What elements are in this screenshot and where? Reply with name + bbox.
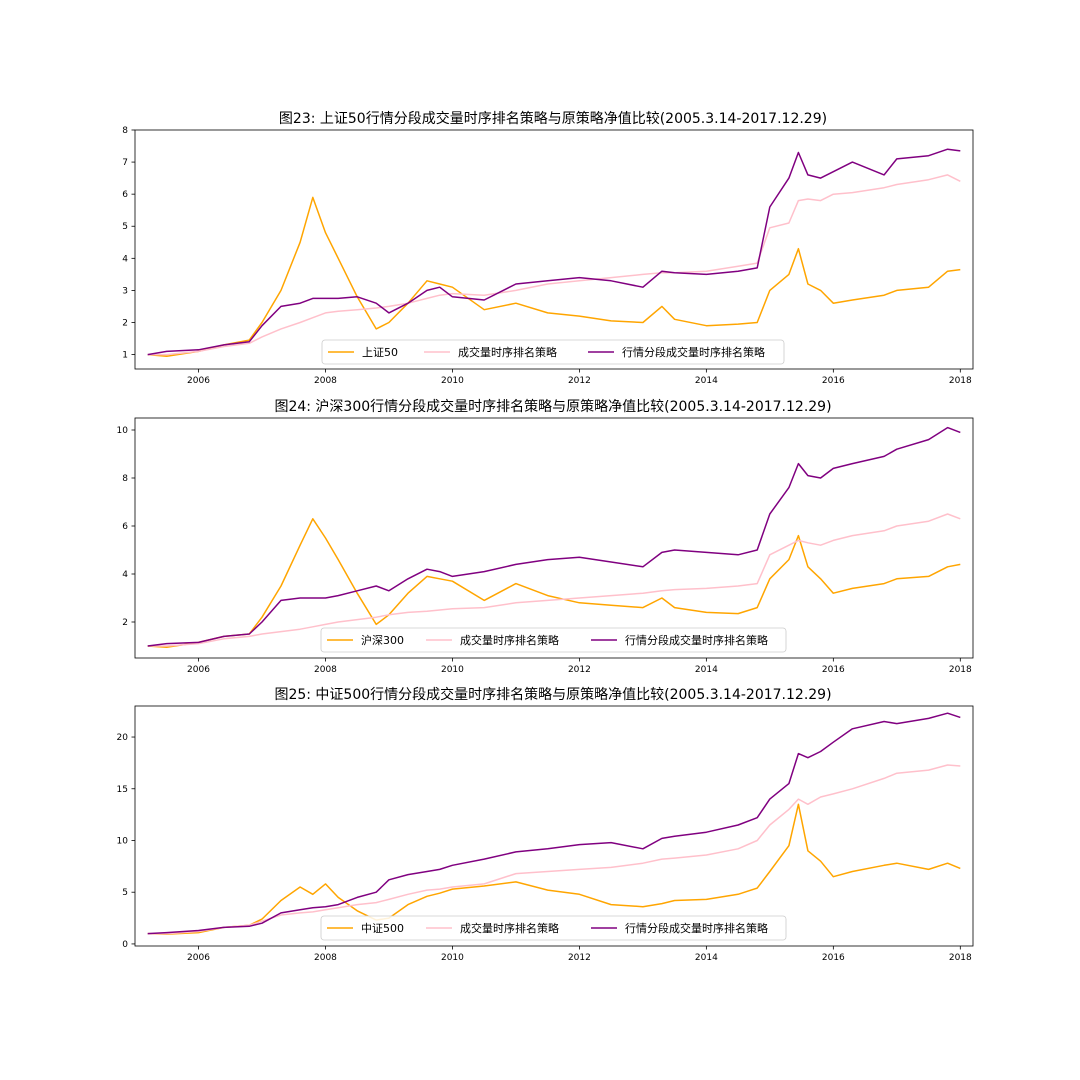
x-tick-label: 2016 <box>822 953 845 963</box>
legend-label: 成交量时序排名策略 <box>458 345 557 359</box>
series-lines <box>147 426 961 648</box>
series-line-0 <box>147 803 961 935</box>
x-tick-label: 2018 <box>949 665 972 675</box>
legend-label: 行情分段成交量时序排名策略 <box>625 921 768 935</box>
y-tick-label: 6 <box>122 190 128 200</box>
series-lines <box>147 148 961 357</box>
x-tick-label: 2014 <box>695 665 718 675</box>
y-tick-label: 5 <box>122 888 128 898</box>
chart-csi500: 图25: 中证500行情分段成交量时序排名策略与原策略净值比较(2005.3.1… <box>117 686 974 963</box>
plot-frame <box>134 705 974 947</box>
x-tick-label: 2016 <box>822 665 845 675</box>
x-tick-label: 2014 <box>695 953 718 963</box>
y-tick-label: 5 <box>122 222 128 232</box>
y-tick-label: 6 <box>122 522 128 532</box>
x-tick-label: 2006 <box>187 665 210 675</box>
plot-frame <box>134 129 974 370</box>
x-tick-label: 2010 <box>441 376 464 386</box>
series-lines <box>147 712 961 935</box>
y-tick-label: 1 <box>122 351 128 361</box>
legend: 沪深300 成交量时序排名策略 行情分段成交量时序排名策略 <box>320 627 787 653</box>
series-line-0 <box>147 518 961 648</box>
x-tick-label: 2008 <box>314 376 337 386</box>
y-tick-label: 3 <box>122 286 128 296</box>
chart-title: 图24: 沪深300行情分段成交量时序排名策略与原策略净值比较(2005.3.1… <box>274 398 831 415</box>
legend: 上证50 成交量时序排名策略 行情分段成交量时序排名策略 <box>321 339 785 365</box>
x-tick-label: 2012 <box>568 953 591 963</box>
axis-ticks: 2006 2008 2010 2012 2014 2016 2018 0 5 10 15 20 <box>117 733 972 963</box>
x-tick-label: 2014 <box>695 376 718 386</box>
x-tick-label: 2006 <box>187 376 210 386</box>
y-tick-label: 0 <box>122 940 128 950</box>
series-line-2 <box>147 426 961 647</box>
x-tick-label: 2010 <box>441 665 464 675</box>
legend-label: 成交量时序排名策略 <box>460 633 559 647</box>
series-line-1 <box>147 513 961 647</box>
y-tick-label: 4 <box>122 570 128 580</box>
y-tick-label: 7 <box>122 158 128 168</box>
legend-label: 沪深300 <box>361 633 404 647</box>
y-tick-label: 10 <box>117 836 129 846</box>
x-tick-label: 2008 <box>314 665 337 675</box>
x-tick-label: 2012 <box>568 665 591 675</box>
legend: 中证500 成交量时序排名策略 行情分段成交量时序排名策略 <box>320 915 787 941</box>
legend-label: 中证500 <box>361 922 404 935</box>
chart-title: 图25: 中证500行情分段成交量时序排名策略与原策略净值比较(2005.3.1… <box>274 686 831 703</box>
x-tick-label: 2006 <box>187 953 210 963</box>
x-tick-label: 2012 <box>568 376 591 386</box>
axis-ticks: 2006 2008 2010 2012 2014 2016 2018 2 4 6 8 10 <box>117 426 972 675</box>
chart-sse50: 图23: 上证50行情分段成交量时序排名策略与原策略净值比较(2005.3.14… <box>122 110 974 386</box>
y-tick-label: 20 <box>117 733 129 743</box>
y-tick-label: 15 <box>117 785 128 795</box>
legend-box <box>320 915 787 941</box>
x-tick-label: 2010 <box>441 953 464 963</box>
legend-box <box>321 339 785 365</box>
legend-label: 成交量时序排名策略 <box>460 921 559 935</box>
y-tick-label: 8 <box>122 474 128 484</box>
y-tick-label: 10 <box>117 426 129 436</box>
chart-csi300: 图24: 沪深300行情分段成交量时序排名策略与原策略净值比较(2005.3.1… <box>117 398 974 675</box>
series-line-0 <box>147 196 961 357</box>
legend-box <box>320 627 787 653</box>
x-tick-label: 2008 <box>314 953 337 963</box>
series-line-2 <box>147 712 961 935</box>
x-tick-label: 2016 <box>822 376 845 386</box>
y-tick-label: 2 <box>122 318 128 328</box>
series-line-1 <box>147 764 961 935</box>
y-tick-label: 2 <box>122 618 128 628</box>
series-line-1 <box>147 174 961 356</box>
chart-title: 图23: 上证50行情分段成交量时序排名策略与原策略净值比较(2005.3.14… <box>279 110 827 127</box>
legend-label: 上证50 <box>362 346 398 359</box>
series-line-2 <box>147 148 961 356</box>
x-tick-label: 2018 <box>949 953 972 963</box>
legend-label: 行情分段成交量时序排名策略 <box>622 345 765 359</box>
plot-frame <box>134 417 974 659</box>
legend-label: 行情分段成交量时序排名策略 <box>625 633 768 647</box>
y-tick-label: 8 <box>122 126 128 136</box>
axis-ticks: 2006 2008 2010 2012 2014 2016 2018 1 2 3 4 5 6 7 8 <box>122 126 972 386</box>
x-tick-label: 2018 <box>949 376 972 386</box>
y-tick-label: 4 <box>122 254 128 264</box>
